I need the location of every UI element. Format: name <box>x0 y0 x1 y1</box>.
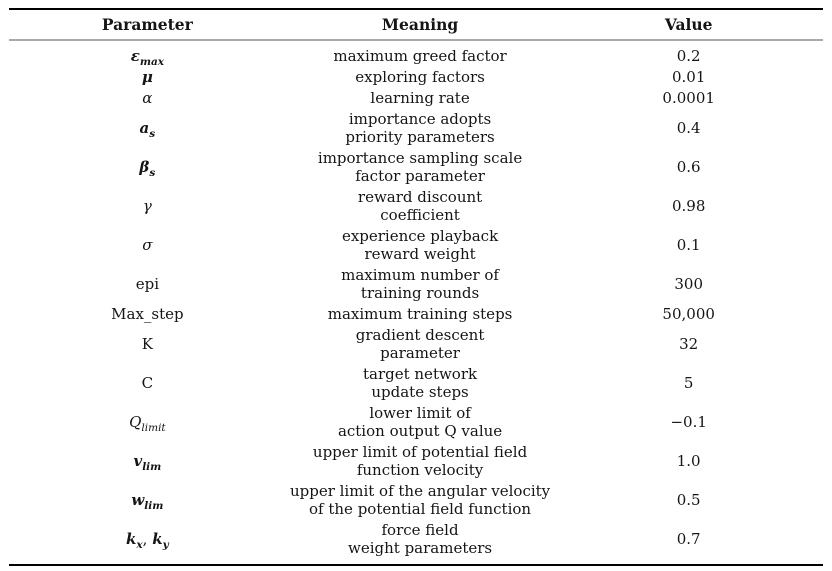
parameter-meaning: importance adopts priority parameters <box>345 110 495 146</box>
parameter-main: Max_step <box>111 305 184 323</box>
parameter-meaning: force field weight parameters <box>348 521 493 557</box>
header-value: Value <box>554 9 823 41</box>
table-row: kx, ky force field weight parameters 0.7 <box>9 520 823 566</box>
parameter-main: ε <box>130 47 140 65</box>
table-row: Qlimit lower limit of action output Q val… <box>9 403 823 442</box>
parameter-symbol: wlim <box>9 481 286 520</box>
table-row: μ exploring factors 0.01 <box>9 67 823 88</box>
parameter-main: β <box>139 158 150 176</box>
parameter-meaning: maximum greed factor <box>333 47 507 65</box>
parameter-meaning: reward discount coefficient <box>357 188 483 224</box>
parameter-symbol: kx, ky <box>9 520 286 566</box>
parameter-value: 0.7 <box>676 530 701 548</box>
parameter-symbol: K <box>9 325 286 364</box>
parameter-meaning: maximum training steps <box>327 305 513 323</box>
parameter-value: 0.4 <box>676 119 701 137</box>
parameter-meaning: maximum number of training rounds <box>341 266 499 302</box>
parameter-subscript: limit <box>141 421 166 434</box>
table-row: βs importance sampling scale factor param… <box>9 148 823 187</box>
parameter-main: w <box>131 491 145 509</box>
parameter-main: k <box>126 530 137 548</box>
parameter-subscript: x <box>136 538 143 551</box>
table-row: γ reward discount coefficient 0.98 <box>9 187 823 226</box>
parameter-meaning: exploring factors <box>355 68 485 86</box>
parameter-value: 0.01 <box>671 68 706 86</box>
parameter-symbol: εmax <box>9 40 286 67</box>
parameter-value: 0.6 <box>676 158 701 176</box>
parameter-value: 1.0 <box>676 452 701 470</box>
parameter-main: , <box>142 530 153 548</box>
table-row: σ experience playback reward weight 0.1 <box>9 226 823 265</box>
header-meaning: Meaning <box>285 9 555 41</box>
parameter-subscript: max <box>139 55 165 68</box>
parameter-main: C <box>141 374 154 392</box>
table-row: α learning rate 0.0001 <box>9 88 823 109</box>
parameter-subscript: s <box>149 127 156 140</box>
parameter-value: 50,000 <box>662 305 715 323</box>
parameter-main: v <box>133 452 143 470</box>
parameter-meaning: upper limit of potential field function … <box>312 443 528 479</box>
parameter-meaning: experience playback reward weight <box>341 227 499 263</box>
table-row: εmax maximum greed factor 0.2 <box>9 40 823 67</box>
parameter-main: Q <box>129 413 142 431</box>
parameter-meaning: gradient descent parameter <box>355 326 485 362</box>
header-parameter: Parameter <box>9 9 286 41</box>
parameter-meaning: upper limit of the angular velocity of t… <box>289 482 551 518</box>
parameter-value: −0.1 <box>670 413 707 431</box>
parameter-meaning: importance sampling scale factor paramet… <box>317 149 523 185</box>
parameter-main: μ <box>141 68 153 86</box>
parameter-value: 300 <box>674 275 703 293</box>
parameter-main: γ <box>142 197 152 215</box>
parameter-value: 0.98 <box>671 197 706 215</box>
table-row: vlim upper limit of potential field funct… <box>9 442 823 481</box>
parameter-symbol: Qlimit <box>9 403 286 442</box>
table-row: Max_step maximum training steps 50,000 <box>9 304 823 325</box>
parameter-symbol: as <box>9 109 286 148</box>
parameter-value: 0.5 <box>676 491 701 509</box>
table-body: εmax maximum greed factor 0.2 μ exploring fa… <box>9 40 823 565</box>
parameter-main: σ <box>142 236 153 254</box>
table-row: wlim upper limit of the angular velocity … <box>9 481 823 520</box>
parameter-symbol: epi <box>9 265 286 304</box>
parameters-table: Parameter Meaning Value εmax maximum gree… <box>9 8 823 566</box>
table-row: epi maximum number of training rounds 300 <box>9 265 823 304</box>
parameter-value: 32 <box>679 335 699 353</box>
parameter-symbol: μ <box>9 67 286 88</box>
parameter-main: k <box>152 530 163 548</box>
parameter-symbol: C <box>9 364 286 403</box>
parameter-main: K <box>141 335 153 353</box>
parameter-main: epi <box>135 275 160 293</box>
parameter-subscript: lim <box>144 499 164 512</box>
parameter-value: 5 <box>683 374 694 392</box>
parameter-value: 0.0001 <box>662 89 715 107</box>
header-row: Parameter Meaning Value <box>9 9 823 41</box>
parameter-value: 0.2 <box>676 47 701 65</box>
parameter-symbol: Max_step <box>9 304 286 325</box>
parameter-subscript: lim <box>142 460 162 473</box>
parameter-symbol: vlim <box>9 442 286 481</box>
parameter-subscript: s <box>149 166 156 179</box>
parameter-symbol: γ <box>9 187 286 226</box>
parameter-value: 0.1 <box>676 236 701 254</box>
parameter-main: a <box>139 119 150 137</box>
table-header: Parameter Meaning Value <box>9 9 823 41</box>
parameter-symbol: σ <box>9 226 286 265</box>
parameter-symbol: α <box>9 88 286 109</box>
parameter-symbol: βs <box>9 148 286 187</box>
parameter-subscript: y <box>162 538 169 551</box>
parameter-meaning: lower limit of action output Q value <box>337 404 503 440</box>
table-row: as importance adopts priority parameters 0… <box>9 109 823 148</box>
parameter-main: α <box>142 89 153 107</box>
parameter-meaning: target network update steps <box>362 365 478 401</box>
parameter-meaning: learning rate <box>370 89 470 107</box>
